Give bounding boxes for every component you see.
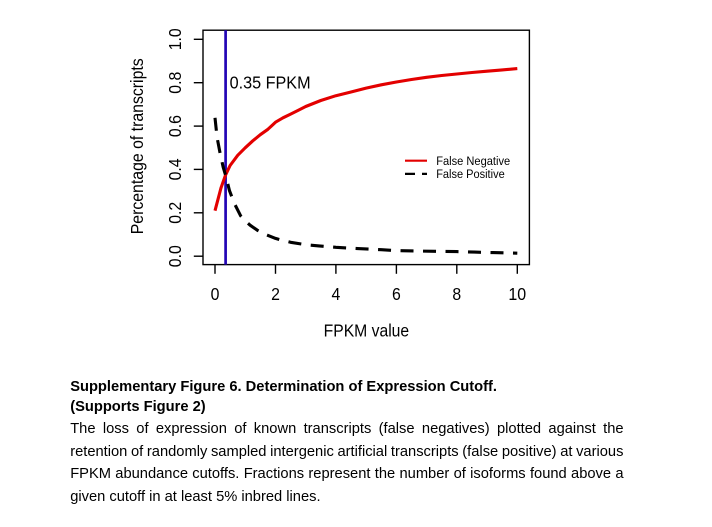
- svg-text:0.0: 0.0: [165, 245, 185, 267]
- svg-text:2: 2: [271, 284, 280, 304]
- svg-text:FPKM value: FPKM value: [324, 321, 410, 341]
- svg-text:0.8: 0.8: [165, 72, 185, 94]
- svg-text:0.2: 0.2: [165, 202, 185, 224]
- svg-text:4: 4: [332, 284, 341, 304]
- svg-text:False Positive: False Positive: [436, 167, 505, 181]
- svg-text:0.35 FPKM: 0.35 FPKM: [230, 73, 311, 93]
- svg-text:10: 10: [508, 284, 526, 304]
- svg-text:1.0: 1.0: [165, 28, 185, 50]
- svg-text:0.6: 0.6: [165, 115, 185, 137]
- svg-text:Percentage of transcripts: Percentage of transcripts: [127, 58, 147, 234]
- svg-text:6: 6: [392, 284, 401, 304]
- svg-text:0: 0: [211, 284, 220, 304]
- svg-text:8: 8: [452, 284, 461, 304]
- svg-text:False Negative: False Negative: [436, 154, 510, 168]
- svg-text:0.4: 0.4: [165, 158, 185, 180]
